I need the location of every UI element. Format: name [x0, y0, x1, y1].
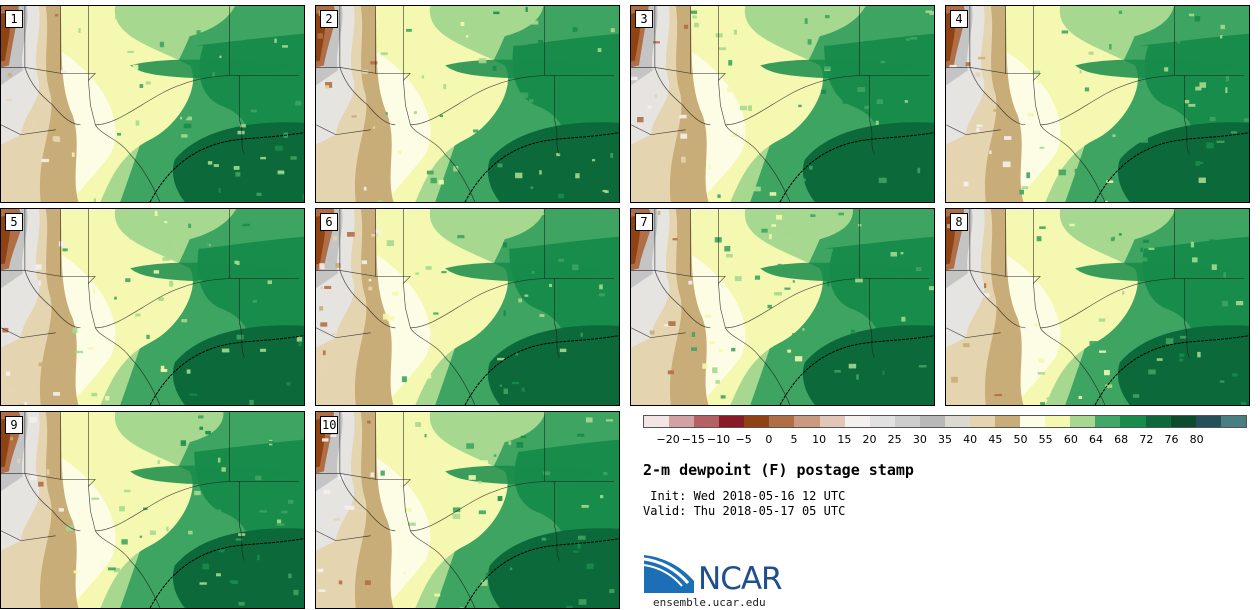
member-number-label: 6 — [320, 213, 338, 231]
colorbar-swatch — [794, 416, 820, 427]
valid-time: Valid: Thu 2018-05-17 05 UTC — [643, 504, 846, 518]
colorbar-tick-label: 15 — [837, 433, 852, 446]
member-number-label: 3 — [635, 10, 653, 28]
colorbar-swatch — [744, 416, 770, 427]
colorbar-tick-label: −15 — [681, 433, 705, 446]
colorbar-tick-label: 40 — [963, 433, 978, 446]
colorbar-tick-label: 5 — [790, 433, 798, 446]
colorbar-tick-label: 60 — [1063, 433, 1078, 446]
member-number-label: 9 — [5, 416, 23, 434]
colorbar-swatch — [970, 416, 996, 427]
colorbar-swatch — [944, 416, 971, 427]
colorbar-swatch — [1095, 416, 1121, 427]
colorbar-tick-label: −10 — [706, 433, 731, 446]
colorbar-swatch — [1070, 416, 1096, 427]
member-map-panel: 8 — [945, 208, 1250, 406]
colorbar-swatch — [1220, 416, 1246, 427]
colorbar-tick-label: 45 — [988, 433, 1003, 446]
colorbar-swatch — [769, 416, 795, 427]
colorbar-tick-label: 10 — [812, 433, 827, 446]
colorbar-swatch — [694, 416, 720, 427]
product-title: 2-m dewpoint (F) postage stamp — [643, 461, 914, 479]
colorbar-tick-label: 30 — [912, 433, 927, 446]
member-map-panel: 4 — [945, 5, 1250, 203]
colorbar-swatch — [669, 416, 695, 427]
colorbar-swatch — [1170, 416, 1196, 427]
ncar-logo-text: NCAR — [698, 561, 783, 597]
dewpoint-field-map — [1, 412, 304, 608]
member-number-label: 1 — [5, 10, 23, 28]
member-map-panel: 1 — [0, 5, 305, 203]
member-number-label: 4 — [950, 10, 968, 28]
colorbar-tick-label: 50 — [1013, 433, 1028, 446]
colorbar-swatch — [894, 416, 920, 427]
colorbar-tick-label: 76 — [1164, 433, 1179, 446]
colorbar-tick-label: 0 — [765, 433, 773, 446]
colorbar-tick-label: 55 — [1038, 433, 1053, 446]
colorbar-swatch — [1120, 416, 1146, 427]
colorbar-tick-labels: −20 −15 −10 −5 0 5 10 15 20 25 30 35 40 45 50 55 60 64 68 7… — [643, 433, 1247, 447]
colorbar-tick-label: 64 — [1089, 433, 1103, 446]
colorbar-swatch — [819, 416, 845, 427]
colorbar-swatch — [869, 416, 895, 427]
colorbar-swatch — [844, 416, 870, 427]
dewpoint-colorbar — [643, 415, 1247, 428]
member-number-label: 7 — [635, 213, 653, 231]
member-map-panel: 10 — [315, 411, 620, 609]
colorbar-swatch — [1020, 416, 1046, 427]
member-number-label: 2 — [320, 10, 338, 28]
colorbar-tick-label: 35 — [938, 433, 952, 446]
member-number-label: 10 — [320, 416, 339, 434]
member-map-panel: 3 — [630, 5, 935, 203]
colorbar-tick-label: 20 — [862, 433, 877, 446]
member-number-label: 8 — [950, 213, 968, 231]
colorbar-swatch — [919, 416, 945, 427]
dewpoint-field-map — [1, 209, 304, 405]
member-map-panel: 7 — [630, 208, 935, 406]
dewpoint-field-map — [1, 6, 304, 202]
dewpoint-field-map — [316, 6, 619, 202]
colorbar-swatch — [995, 416, 1021, 427]
member-map-panel: 2 — [315, 5, 620, 203]
dewpoint-field-map — [946, 6, 1249, 202]
dewpoint-field-map — [316, 209, 619, 405]
member-map-panel: 5 — [0, 208, 305, 406]
colorbar-tick-label: −5 — [735, 433, 752, 446]
colorbar-swatch — [1145, 416, 1171, 427]
init-time: Init: Wed 2018-05-16 12 UTC — [643, 489, 846, 503]
dewpoint-field-map — [316, 412, 619, 608]
dewpoint-field-map — [631, 209, 934, 405]
colorbar-tick-label: 68 — [1114, 433, 1129, 446]
ncar-logo-swoosh — [643, 555, 694, 593]
colorbar-swatch — [644, 416, 670, 427]
member-number-label: 5 — [5, 213, 23, 231]
member-map-panel: 6 — [315, 208, 620, 406]
dewpoint-field-map — [631, 6, 934, 202]
site-url: ensemble.ucar.edu — [653, 596, 766, 609]
colorbar-swatch — [1045, 416, 1071, 427]
colorbar-swatch — [1195, 416, 1221, 427]
colorbar-tick-label: 80 — [1189, 433, 1204, 446]
colorbar-tick-label: 72 — [1139, 433, 1154, 446]
member-map-panel: 9 — [0, 411, 305, 609]
colorbar-swatch — [719, 416, 745, 427]
colorbar-tick-label: −20 — [656, 433, 680, 446]
dewpoint-field-map — [946, 209, 1249, 405]
colorbar-tick-label: 25 — [887, 433, 902, 446]
